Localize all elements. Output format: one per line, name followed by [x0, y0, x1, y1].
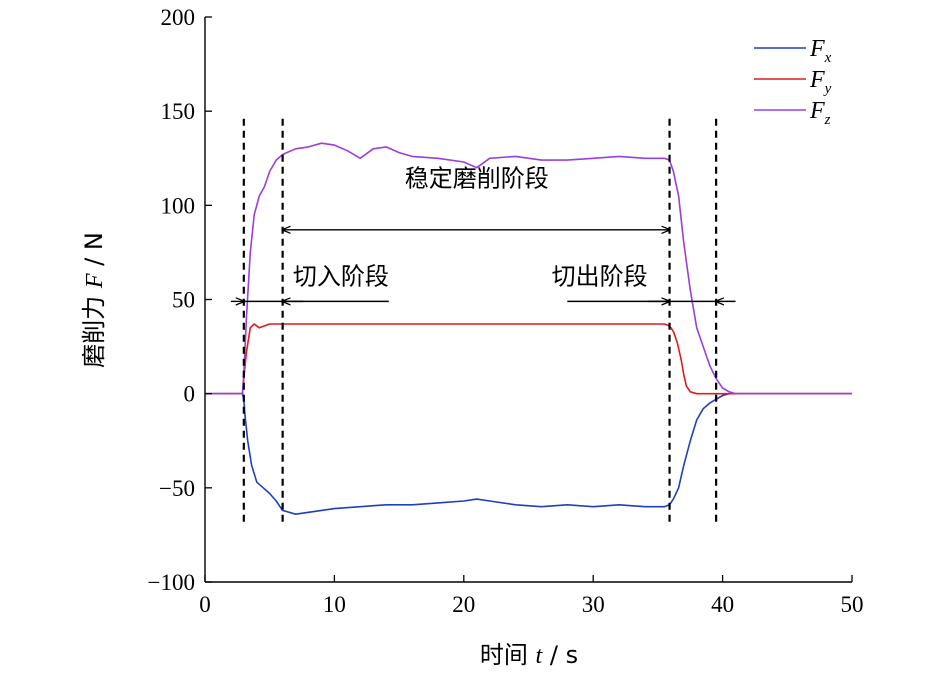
legend-label-fx: Fx [809, 36, 832, 66]
legend-label-fy: Fy [809, 67, 832, 97]
x-tick-label: 40 [711, 592, 734, 617]
y-tick-label: 50 [172, 288, 195, 313]
series-line-fz [205, 142, 852, 395]
series-line-fy [205, 323, 852, 395]
y-axis-title: 磨削力 F / N [80, 232, 108, 368]
y-tick-label: 0 [184, 382, 196, 407]
phase-annotation-1: 稳定磨削阶段 [405, 165, 549, 193]
phase-annotation-2: 切入阶段 [293, 262, 389, 290]
series-line-fx [205, 392, 852, 516]
y-tick-label: 100 [161, 193, 196, 218]
legend-label-fz: Fz [809, 98, 831, 128]
x-tick-label: 0 [199, 592, 211, 617]
x-tick-label: 10 [323, 592, 346, 617]
y-tick-label: −50 [159, 476, 195, 501]
phase-annotation-3: 切出阶段 [552, 262, 648, 290]
x-tick-label: 20 [452, 592, 475, 617]
y-tick-label: 200 [161, 5, 196, 30]
y-tick-label: −100 [148, 570, 195, 595]
axes: 0 10 20 30 40 50 −100 −50 0 50 100 150 200 [148, 5, 864, 617]
y-tick-label: 150 [161, 99, 196, 124]
x-tick-label: 50 [841, 592, 864, 617]
x-tick-label: 30 [582, 592, 605, 617]
x-axis-title: 时间 t / s [480, 641, 578, 669]
